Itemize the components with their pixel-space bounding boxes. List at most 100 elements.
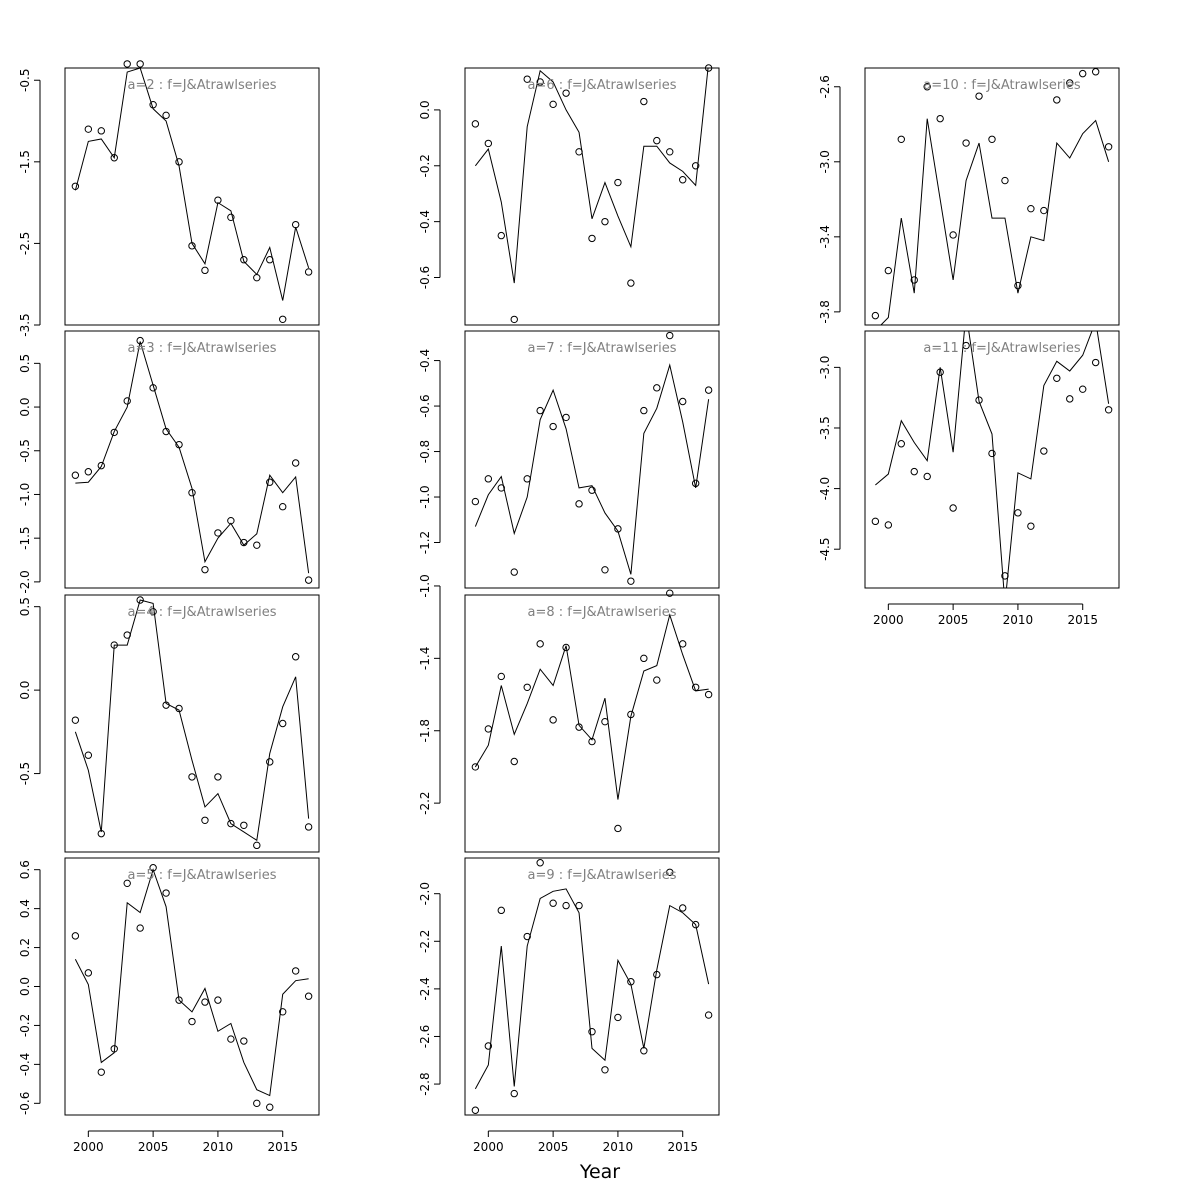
observation-point — [304, 823, 313, 831]
plot-marks — [474, 613, 709, 800]
x-tick-label: 2005 — [938, 613, 969, 627]
observation-point — [575, 148, 583, 156]
observation-point — [1066, 79, 1074, 87]
observation-point — [588, 234, 596, 243]
observation-point — [240, 821, 248, 829]
observation-point — [884, 266, 893, 275]
observation-point — [1014, 281, 1022, 290]
y-tick-label: -0.8 — [418, 440, 432, 463]
observation-point — [884, 521, 893, 529]
x-tick-label: 2015 — [1067, 613, 1098, 627]
observation-point — [201, 266, 209, 275]
observation-point — [614, 525, 622, 533]
observation-point — [253, 841, 261, 850]
panel-2: 0.0 -0.2 -0.4 -0.6 a=6 : f=J&Atrawlseries — [418, 64, 720, 326]
observation-point — [691, 683, 700, 692]
plot-frame — [64, 330, 320, 589]
observation-point — [923, 83, 931, 91]
observation-point — [666, 148, 674, 156]
observation-point — [84, 751, 93, 759]
observation-point — [471, 497, 480, 506]
observation-point — [484, 1042, 493, 1050]
observation-point — [897, 135, 905, 143]
observation-point — [936, 114, 944, 123]
observation-point — [175, 158, 183, 166]
y-tick-label: -1.0 — [418, 485, 432, 508]
observation-point — [679, 397, 687, 406]
plot-frame — [464, 67, 720, 326]
observation-point — [510, 1089, 518, 1098]
plot-frame — [64, 67, 320, 326]
y-tick-label: -2.2 — [418, 791, 432, 814]
fitted-line — [75, 341, 310, 574]
y-tick-label: 0.0 — [18, 977, 32, 996]
y-tick-label: -3.4 — [818, 225, 832, 248]
y-tick-label: -3.5 — [18, 313, 32, 336]
plot-marks — [474, 888, 710, 1090]
plot-marks — [474, 363, 710, 575]
plot-frame — [864, 330, 1120, 589]
observation-point — [614, 824, 622, 833]
plot-frame — [864, 67, 1120, 326]
observation-point — [562, 643, 570, 652]
observation-point — [1053, 96, 1061, 104]
observation-point — [471, 120, 480, 128]
y-tick-label: -1.5 — [18, 526, 32, 549]
observation-point — [149, 384, 157, 392]
panel-1: -0.5 -1.5 -2.5 -3.5 a=2 : f=J&Atrawlseries — [18, 60, 320, 337]
observation-point — [871, 517, 880, 526]
observation-point — [279, 503, 287, 511]
plot-marks — [74, 68, 310, 301]
observation-point — [975, 396, 983, 404]
observation-point — [97, 127, 105, 135]
observation-point — [1014, 509, 1022, 517]
observation-point — [266, 256, 274, 264]
y-tick-label: -2.0 — [18, 570, 32, 593]
observation-point — [640, 1047, 648, 1055]
plot-frame — [464, 330, 720, 589]
observation-point — [110, 641, 118, 649]
observation-point — [871, 311, 880, 320]
observation-point — [523, 683, 531, 692]
observation-point — [97, 461, 105, 470]
y-tick-label: -2.4 — [418, 977, 432, 1000]
observation-point — [484, 475, 493, 483]
observation-point — [549, 422, 557, 431]
observation-point — [510, 757, 518, 766]
observation-point — [214, 529, 222, 537]
fitted-line — [74, 68, 310, 301]
observation-point — [136, 596, 144, 604]
y-tick-label: -0.6 — [418, 266, 432, 289]
plot-marks — [875, 331, 1110, 588]
observation-point — [497, 672, 505, 681]
observation-point — [201, 565, 209, 574]
observation-point — [1066, 395, 1074, 403]
observation-point — [471, 1106, 480, 1114]
observation-point — [588, 737, 596, 746]
observation-point — [123, 631, 131, 639]
panel-8: -1.0 -1.4 -1.8 -2.2 a=8 : f=J&Atrawlseries — [418, 574, 720, 853]
observation-point — [666, 868, 674, 876]
observation-point — [484, 139, 493, 148]
observation-point — [279, 315, 287, 323]
observation-point — [123, 879, 131, 888]
observation-point — [71, 716, 80, 724]
observation-point — [601, 1066, 609, 1074]
y-tick-label: -0.2 — [18, 1014, 32, 1037]
observation-point — [588, 1028, 596, 1036]
observation-point — [214, 773, 222, 781]
panel-title: a=4 : f=J&Atrawlseries — [127, 605, 276, 620]
observation-point — [71, 182, 80, 191]
y-tick-label: -2.2 — [418, 930, 432, 953]
observation-point — [1091, 68, 1100, 76]
observation-point — [988, 135, 996, 143]
observation-point — [601, 217, 609, 226]
observation-point — [149, 101, 157, 109]
observation-point — [936, 368, 944, 376]
y-tick-label: -3.0 — [818, 150, 832, 173]
observation-point — [253, 273, 261, 282]
observation-point — [149, 864, 157, 872]
y-tick-label: -0.6 — [418, 394, 432, 417]
y-tick-label: -1.2 — [418, 531, 432, 554]
y-tick-label: -1.5 — [18, 150, 32, 173]
